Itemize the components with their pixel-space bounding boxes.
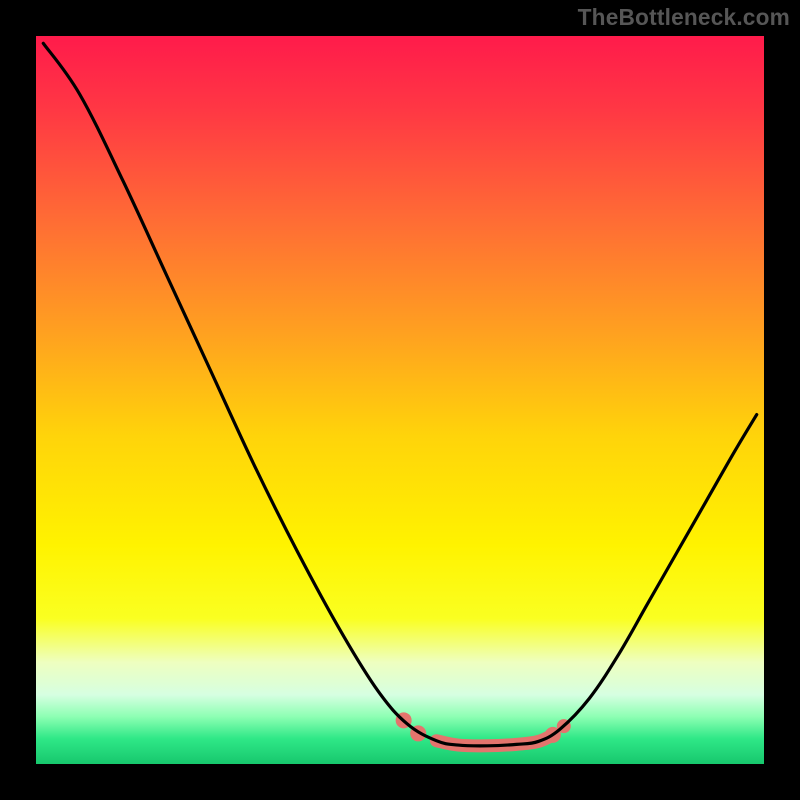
plot-background-gradient — [36, 36, 764, 764]
watermark-text: TheBottleneck.com — [578, 4, 790, 31]
chart-stage: TheBottleneck.com — [0, 0, 800, 800]
bottleneck-chart — [0, 0, 800, 800]
